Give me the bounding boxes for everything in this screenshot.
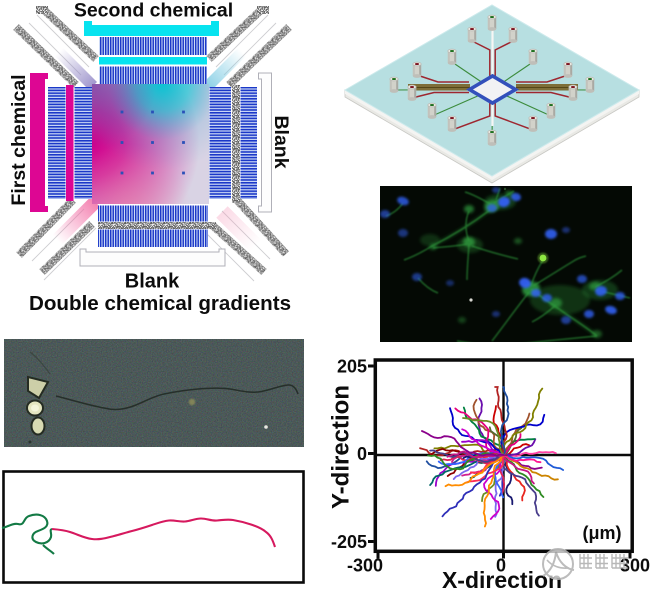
svg-text:Blank: Blank xyxy=(125,271,180,293)
svg-text:-205: -205 xyxy=(331,532,367,552)
svg-text:Second chemical: Second chemical xyxy=(74,0,233,22)
svg-text:0: 0 xyxy=(357,444,367,464)
svg-text:X-direction: X-direction xyxy=(442,567,562,591)
svg-text:0: 0 xyxy=(496,556,506,576)
svg-text:Y-direction: Y-direction xyxy=(328,385,355,509)
svg-text:Blank: Blank xyxy=(270,115,292,168)
svg-text:205: 205 xyxy=(337,357,367,377)
svg-text:(μm): (μm) xyxy=(582,523,621,543)
svg-text:First chemical: First chemical xyxy=(8,74,30,205)
svg-text:-300: -300 xyxy=(347,556,383,576)
svg-text:Double chemical gradients: Double chemical gradients xyxy=(29,292,291,315)
svg-text:300: 300 xyxy=(620,556,650,576)
